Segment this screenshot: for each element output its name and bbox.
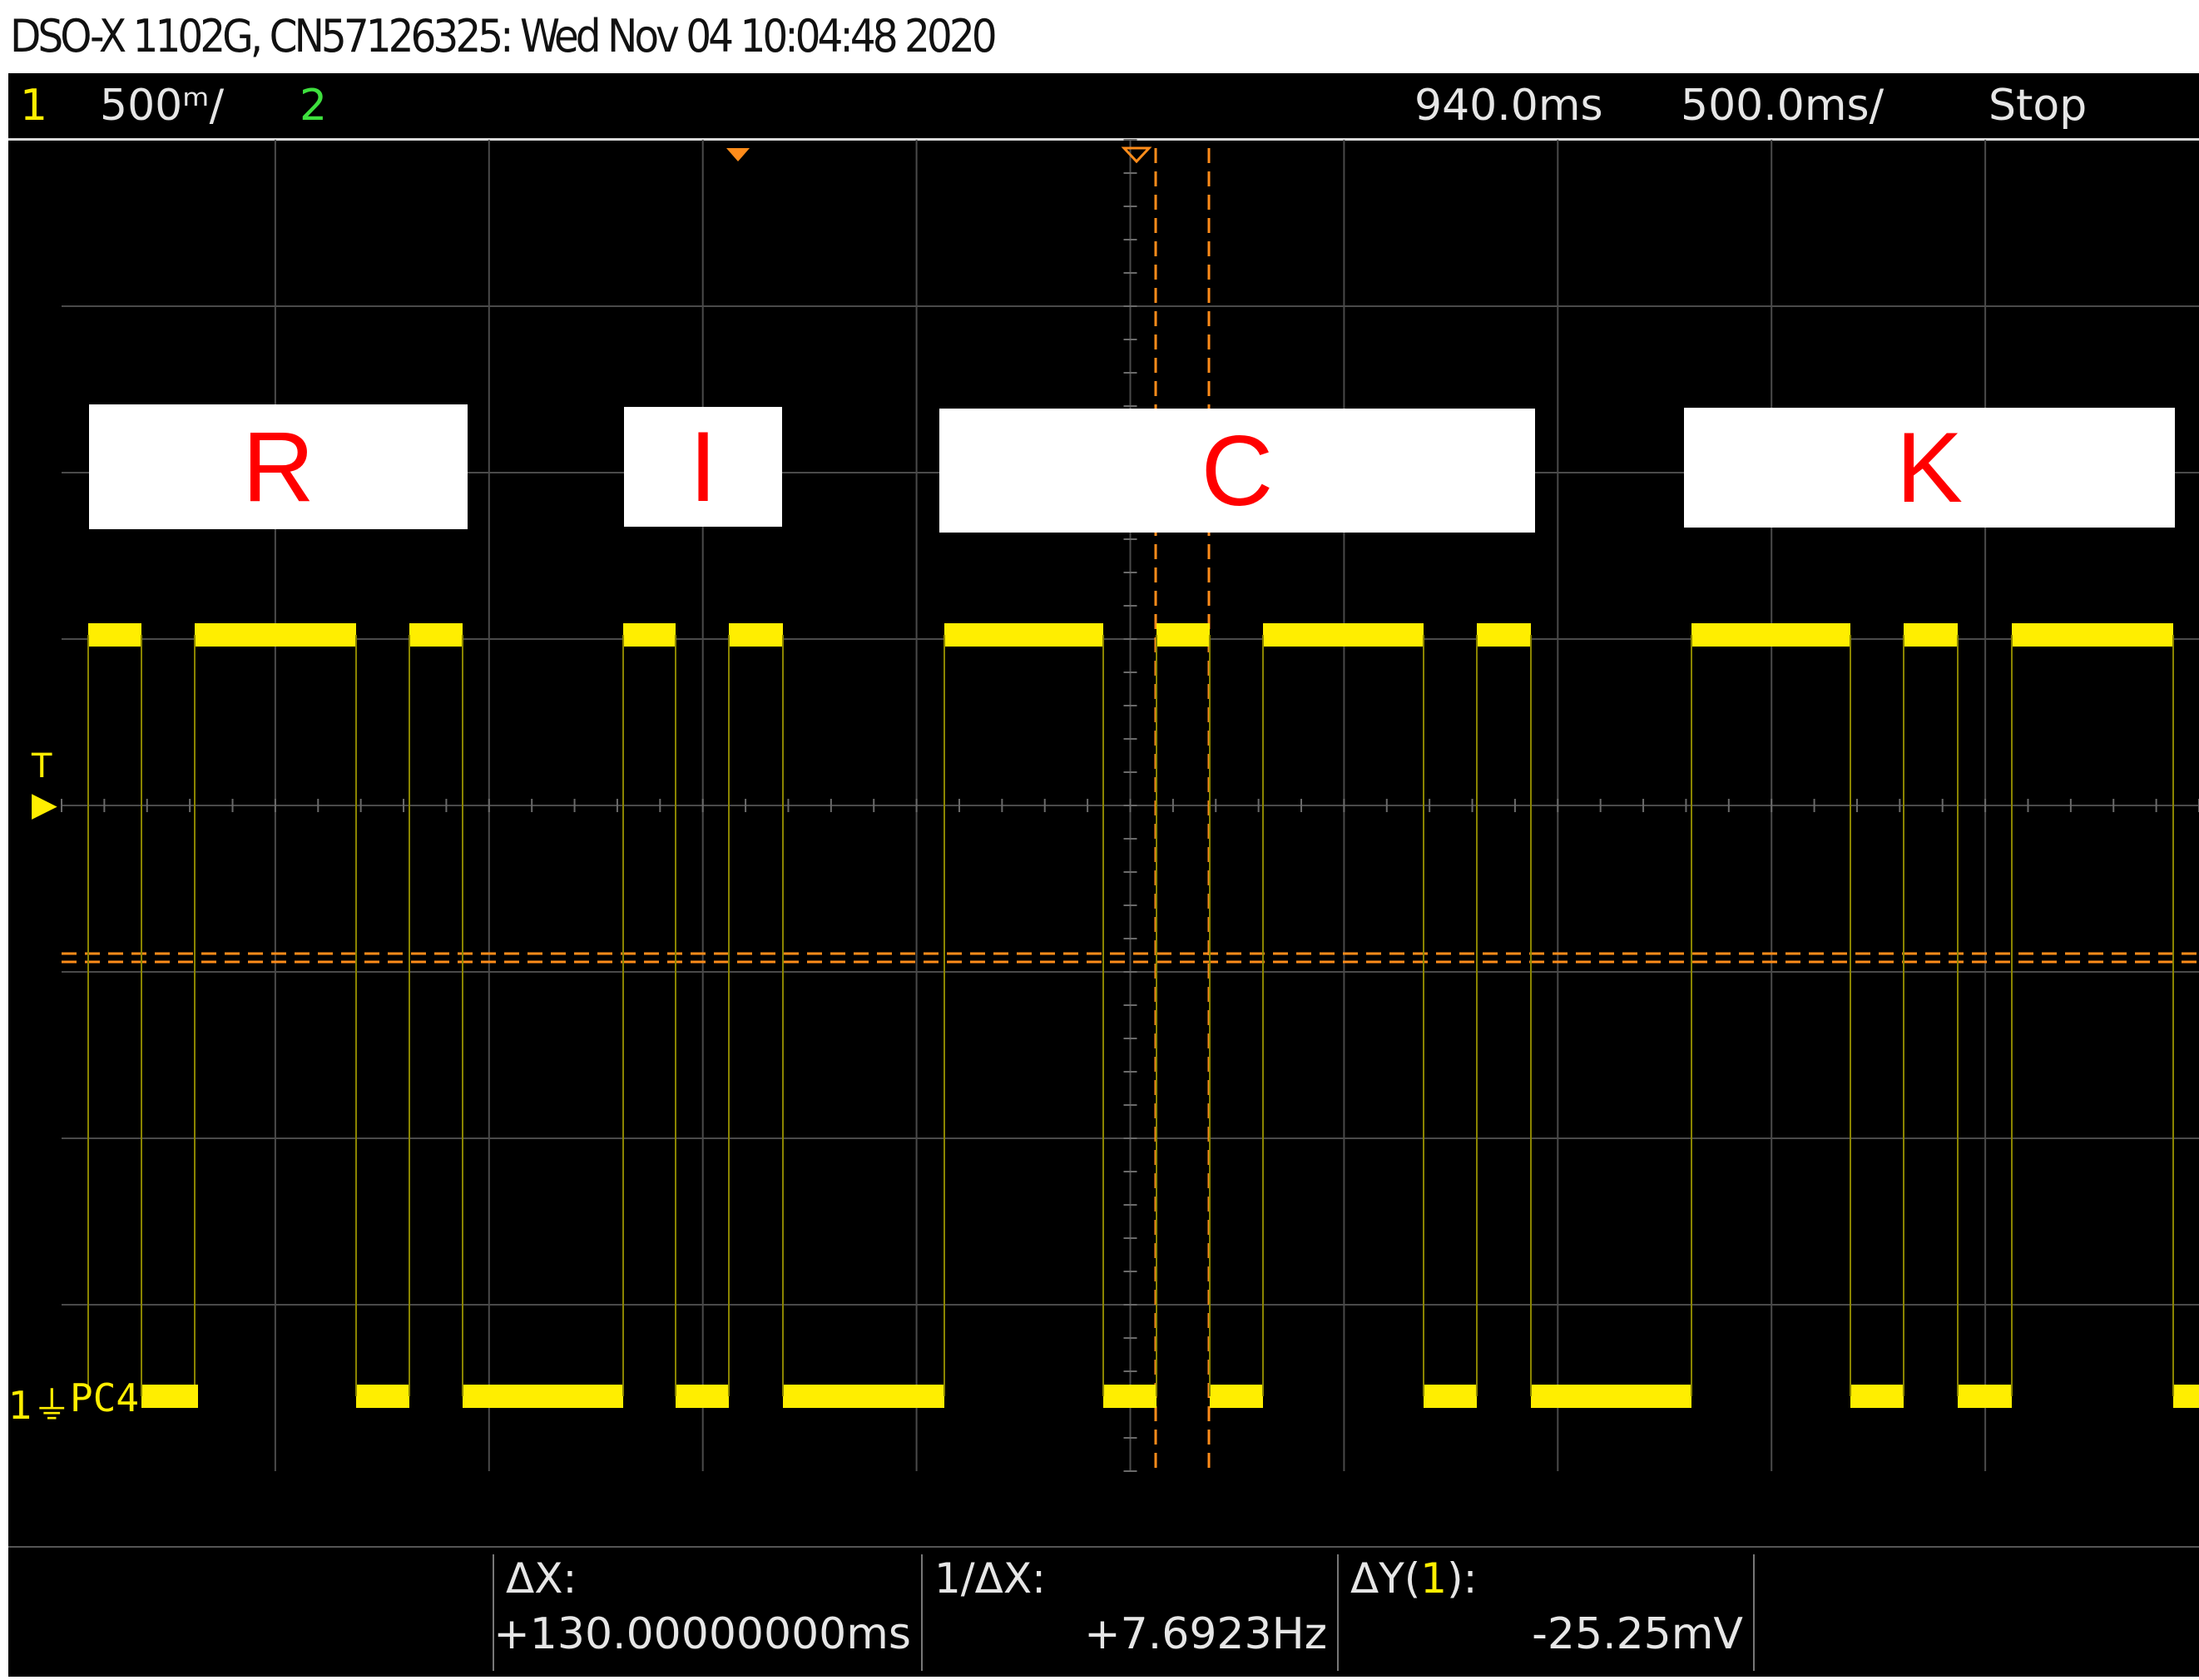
waveform-segment xyxy=(195,623,356,647)
oscilloscope-display: 1 500ᵐ/ 2 940.0ms 500.0ms/ Stop T ▶ 1⏚ PC… xyxy=(8,73,2199,1677)
waveform-segment xyxy=(1477,623,1531,647)
decoded-char-box: C xyxy=(939,409,1535,533)
decoded-char-label: I xyxy=(689,411,717,523)
channel-1-scale: 500ᵐ/ xyxy=(100,81,225,131)
run-state[interactable]: Stop xyxy=(1989,81,2088,131)
waveform-segment xyxy=(1691,623,1850,647)
ground-marker-icon: 1⏚ xyxy=(8,1383,72,1428)
delta-x-label: ΔX: xyxy=(506,1554,577,1603)
waveform-segment xyxy=(729,623,783,647)
waveform-segment xyxy=(1210,1385,1263,1408)
inverse-delta-x-label: 1/ΔX: xyxy=(934,1554,1046,1603)
waveform-segment xyxy=(1263,623,1424,647)
waveform-segment xyxy=(1103,1385,1156,1408)
delta-x-readout: ΔX: +130.00000000ms xyxy=(493,1554,923,1671)
decoded-char-label: C xyxy=(1201,414,1274,527)
waveform-segment xyxy=(171,1385,198,1408)
delta-y-value: -25.25mV xyxy=(1532,1609,1743,1659)
waveform-segment xyxy=(356,1385,409,1408)
window-title: DSO-X 1102G, CN57126325: Wed Nov 04 10:0… xyxy=(10,10,998,62)
status-bar: 1 500ᵐ/ 2 940.0ms 500.0ms/ Stop xyxy=(8,73,2199,141)
waveform-segment xyxy=(1424,1385,1477,1408)
decoded-char-box: K xyxy=(1684,408,2175,528)
time-reference-icon xyxy=(1121,146,1152,164)
waveform-segment xyxy=(1156,623,1210,647)
channel-1-indicator[interactable]: 1 xyxy=(20,81,48,131)
waveform-segment xyxy=(1958,1385,2012,1408)
waveform-area xyxy=(61,139,2199,1472)
waveform-segment xyxy=(409,623,463,647)
channel-trace-label: PC4 xyxy=(70,1375,140,1420)
decoded-char-box: I xyxy=(624,407,782,527)
trigger-level-marker: T ▶ xyxy=(32,747,57,824)
horizontal-delay: 940.0ms xyxy=(1414,81,1603,131)
timebase-scale: 500.0ms/ xyxy=(1681,81,1885,131)
waveform-segment xyxy=(676,1385,729,1408)
waveform-segment xyxy=(1904,623,1958,647)
waveform-segment xyxy=(623,623,676,647)
waveform-segment xyxy=(783,1385,944,1408)
channel-2-indicator[interactable]: 2 xyxy=(300,81,328,131)
waveform-segment xyxy=(2173,1385,2199,1408)
delta-y-label: ΔY(1): xyxy=(1350,1554,1478,1603)
waveform-segment xyxy=(463,1385,623,1408)
inverse-delta-x-value: +7.6923Hz xyxy=(1084,1609,1327,1659)
measurement-panel: ΔX: +130.00000000ms 1/ΔX: +7.6923Hz ΔY(1… xyxy=(8,1546,2199,1677)
inverse-delta-x-readout: 1/ΔX: +7.6923Hz xyxy=(921,1554,1339,1671)
waveform-segment xyxy=(944,623,1103,647)
waveform-segment xyxy=(2012,623,2173,647)
decoded-char-label: K xyxy=(1895,412,1964,523)
delta-y-readout: ΔY(1): -25.25mV xyxy=(1337,1554,1755,1671)
decoded-char-box: R xyxy=(89,404,468,529)
trigger-position-icon xyxy=(726,148,750,161)
waveform-segment xyxy=(88,623,141,647)
delta-x-value: +130.00000000ms xyxy=(493,1609,911,1659)
decoded-char-label: R xyxy=(242,411,314,523)
divider xyxy=(1753,1554,1756,1671)
waveform-segment xyxy=(1850,1385,1904,1408)
waveform-segment xyxy=(1531,1385,1691,1408)
